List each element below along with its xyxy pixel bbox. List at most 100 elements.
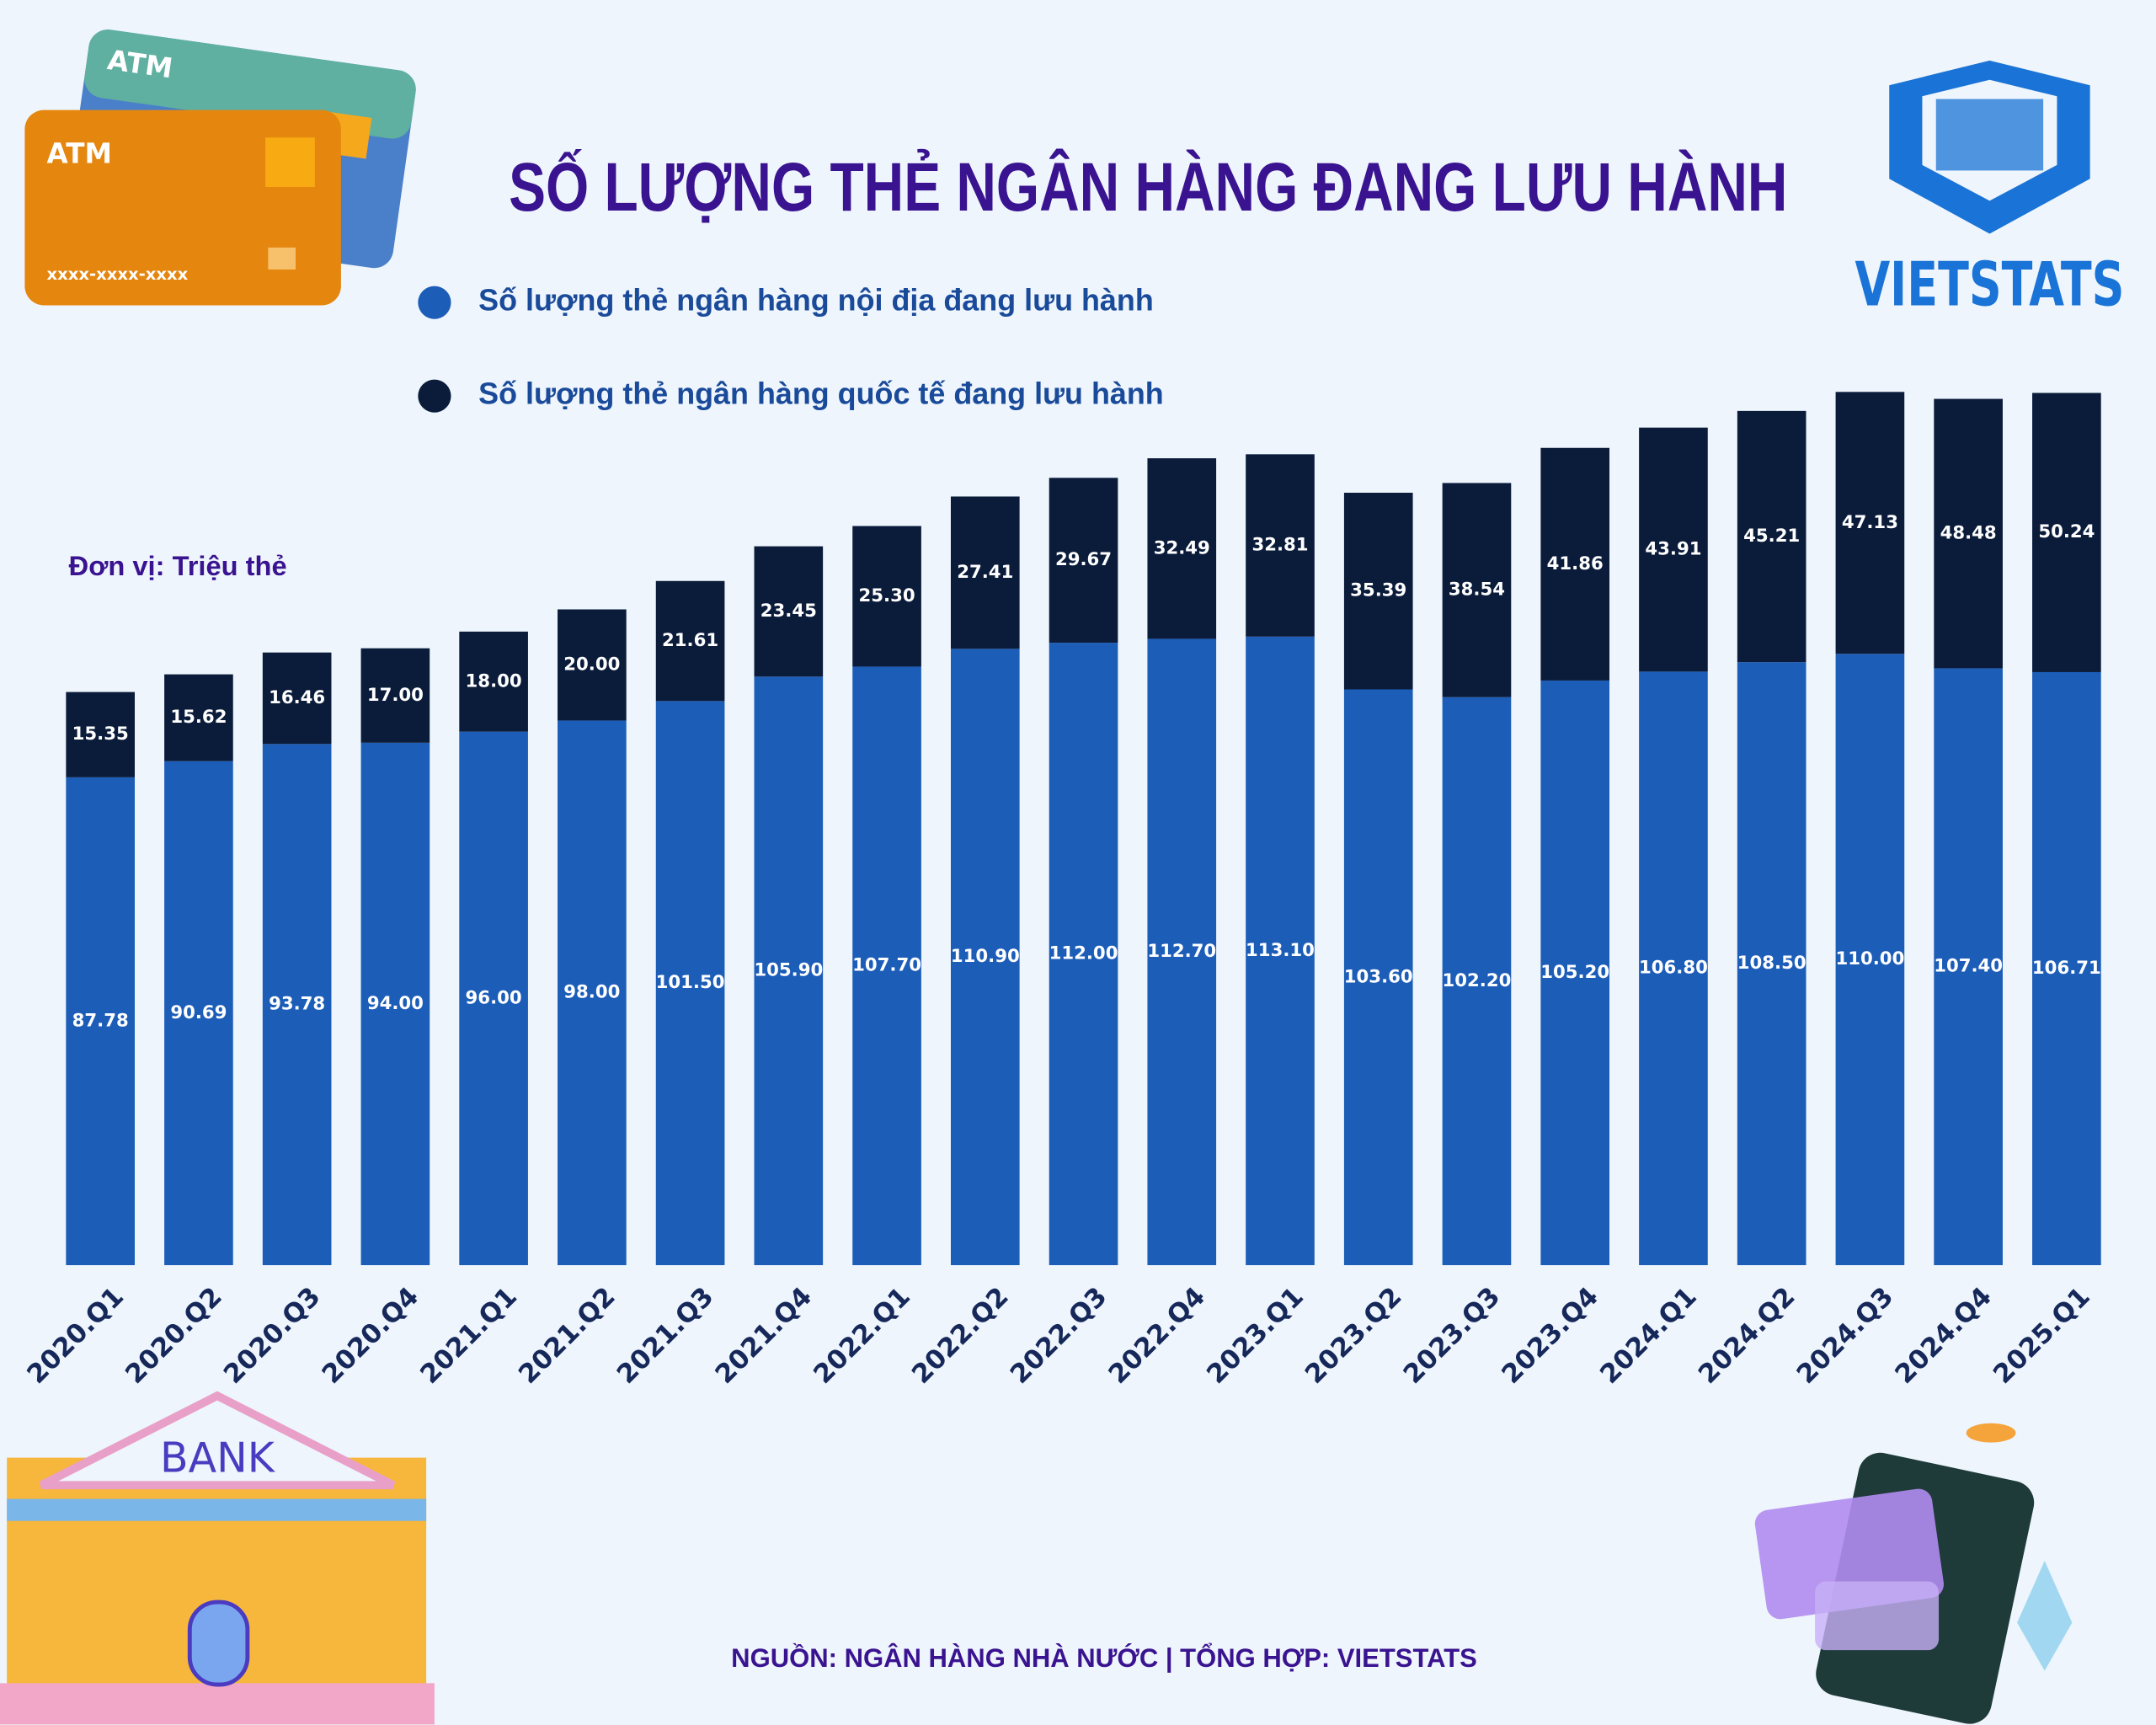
bar-segment xyxy=(1147,458,1217,639)
bar-segment xyxy=(1639,427,1708,672)
value-label: 103.60 xyxy=(1344,966,1413,987)
value-label: 15.62 xyxy=(170,707,227,728)
bar-segment xyxy=(1343,689,1413,1266)
value-label: 113.10 xyxy=(1246,940,1315,961)
bar-segment xyxy=(164,761,233,1266)
value-label: 27.41 xyxy=(957,562,1013,583)
bar-segment xyxy=(1147,638,1217,1266)
bar-segment xyxy=(1343,492,1413,690)
bar-segment xyxy=(754,546,824,677)
phone-illustration xyxy=(1754,1423,2073,1724)
value-label: 45.21 xyxy=(1743,526,1800,547)
value-label: 98.00 xyxy=(563,982,620,1003)
value-label: 96.00 xyxy=(466,987,522,1008)
bar-segment xyxy=(262,652,332,745)
bar-segment xyxy=(459,631,528,732)
unit-label: Đơn vị: Triệu thẻ xyxy=(69,550,287,581)
bank-band xyxy=(7,1498,427,1521)
value-label: 23.45 xyxy=(760,601,817,622)
card-label: ATM xyxy=(47,137,112,169)
value-label: 90.69 xyxy=(170,1002,227,1023)
value-label: 108.50 xyxy=(1737,953,1806,974)
crystal xyxy=(2017,1561,2073,1671)
logo-grid xyxy=(1935,99,2044,171)
value-label: 29.67 xyxy=(1055,549,1112,570)
bank-label: BANK xyxy=(160,1434,276,1482)
value-label: 32.81 xyxy=(1251,535,1308,556)
value-label: 102.20 xyxy=(1443,970,1512,991)
value-label: 112.70 xyxy=(1147,941,1216,962)
bar-segment xyxy=(754,676,824,1266)
value-label: 87.78 xyxy=(72,1010,129,1031)
bar-segment xyxy=(558,609,627,721)
value-label: 107.40 xyxy=(1934,956,2003,977)
bar-segment xyxy=(1737,410,1806,663)
logo-text: VIETSTATS xyxy=(1854,248,2124,319)
bar-segment xyxy=(1540,447,1610,681)
value-label: 16.46 xyxy=(269,687,325,708)
bar-segment xyxy=(852,666,921,1266)
bar-segment xyxy=(1442,483,1512,697)
legend-label: Số lượng thẻ ngân hàng quốc tế đang lưu … xyxy=(478,377,1164,411)
bar-segment xyxy=(1049,643,1118,1266)
value-label: 17.00 xyxy=(367,685,424,706)
bar-segment xyxy=(2032,671,2101,1266)
value-label: 50.24 xyxy=(2038,521,2095,542)
bar-segment xyxy=(1934,668,2003,1266)
bar-segment xyxy=(164,674,233,761)
bar-segment xyxy=(950,649,1020,1266)
value-label: 107.70 xyxy=(852,955,921,976)
card-back-band xyxy=(84,29,416,139)
bar-segment xyxy=(1246,454,1315,637)
value-label: 48.48 xyxy=(1940,522,1997,543)
bar-segment xyxy=(1442,697,1512,1266)
legend-label: Số lượng thẻ ngân hàng nội địa đang lưu … xyxy=(478,283,1154,318)
value-label: 106.80 xyxy=(1639,958,1708,979)
bar-segment xyxy=(360,648,430,743)
bar-segment xyxy=(2032,393,2101,672)
value-label: 94.00 xyxy=(367,993,424,1014)
bar-segment xyxy=(1049,478,1118,644)
bar-segment xyxy=(852,526,921,667)
value-label: 47.13 xyxy=(1842,512,1898,533)
legend-marker xyxy=(418,379,451,413)
card-number: xxxx-xxxx-xxxx xyxy=(47,264,189,284)
value-label: 110.90 xyxy=(951,946,1020,967)
phone-card xyxy=(1815,1581,1940,1651)
value-label: 20.00 xyxy=(563,654,620,675)
value-label: 15.35 xyxy=(72,724,129,745)
bar-segment xyxy=(1835,392,1905,654)
legend-marker xyxy=(418,286,451,319)
value-label: 106.71 xyxy=(2032,958,2101,979)
bar-segment xyxy=(950,496,1020,649)
bar-segment xyxy=(262,744,332,1266)
value-label: 35.39 xyxy=(1350,580,1406,601)
bar-segment xyxy=(459,731,528,1266)
value-label: 110.00 xyxy=(1835,948,1904,969)
value-label: 25.30 xyxy=(858,585,915,606)
bar-segment xyxy=(360,742,430,1266)
value-label: 93.78 xyxy=(269,994,325,1015)
card-logo xyxy=(268,247,296,270)
bar-segment xyxy=(558,720,627,1266)
value-label: 43.91 xyxy=(1645,539,1701,560)
bar-segment xyxy=(655,580,725,702)
value-label: 112.00 xyxy=(1049,943,1118,964)
value-label: 32.49 xyxy=(1154,537,1210,558)
logo: VIETSTATS xyxy=(1854,60,2124,319)
bar-segment xyxy=(1835,654,1905,1266)
bar-segment xyxy=(1934,398,2003,669)
chart-title: SỐ LƯỢNG THẺ NGÂN HÀNG ĐANG LƯU HÀNH xyxy=(509,148,1787,226)
bar-segment xyxy=(1246,636,1315,1266)
bank-roof xyxy=(39,1391,396,1490)
source: NGUỒN: NGÂN HÀNG NHÀ NƯỚC | TỔNG HỢP: VI… xyxy=(731,1642,1477,1673)
atm-cards: ATM ATM xxxx-xxxx-xxxx xyxy=(24,29,416,306)
bar-segment xyxy=(1540,680,1610,1266)
value-label: 21.61 xyxy=(662,630,718,651)
card-front xyxy=(24,109,341,306)
bank-illustration: BANK xyxy=(0,1391,435,1725)
value-label: 38.54 xyxy=(1449,579,1505,601)
